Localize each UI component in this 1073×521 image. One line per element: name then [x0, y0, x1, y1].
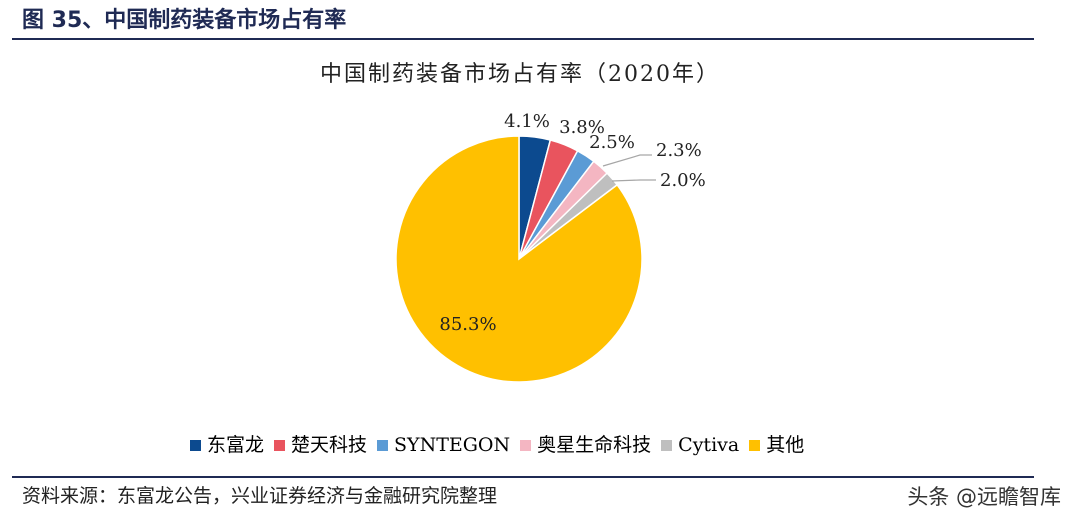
- legend-label-2: SYNTEGON: [394, 434, 511, 456]
- legend-label-3: 奥星生命科技: [537, 434, 652, 456]
- data-label-2: 2.5%: [589, 132, 635, 153]
- legend-label-0: 东富龙: [207, 434, 265, 456]
- chart-title: 中国制药装备市场占有率（2020年）: [320, 62, 720, 87]
- legend-item-5: 其他: [749, 430, 804, 460]
- data-label-4: 2.0%: [660, 170, 706, 191]
- legend-item-3: 奥星生命科技: [520, 430, 651, 460]
- legend-swatch-3: [520, 439, 532, 451]
- chart-legend: 东富龙 楚天科技 SYNTEGON 奥星生命科技 Cytiva 其他: [190, 430, 808, 460]
- legend-item-1: 楚天科技: [274, 430, 367, 460]
- legend-swatch-5: [749, 439, 761, 451]
- data-label-1: 3.8%: [559, 117, 605, 138]
- legend-swatch-2: [377, 439, 389, 451]
- leader-line-3: [602, 154, 652, 167]
- legend-swatch-4: [661, 439, 673, 451]
- watermark: 头条 @远瞻智库: [907, 485, 1061, 509]
- footer-divider: [12, 476, 1034, 478]
- legend-label-1: 楚天科技: [291, 434, 368, 456]
- legend-label-4: Cytiva: [678, 434, 740, 456]
- legend-swatch-0: [190, 439, 201, 451]
- data-label-3: 2.3%: [656, 140, 702, 161]
- legend-item-0: 东富龙: [190, 430, 264, 460]
- legend-swatch-1: [274, 439, 286, 451]
- legend-item-2: SYNTEGON: [377, 430, 510, 460]
- leader-line-4: [611, 179, 656, 182]
- data-label-5: 85.3%: [439, 314, 496, 335]
- legend-item-4: Cytiva: [661, 430, 739, 460]
- source-note: 资料来源：东富龙公告，兴业证券经济与金融研究院整理: [22, 485, 498, 507]
- header-divider: [12, 38, 1034, 40]
- pie-slice-5: [395, 135, 643, 383]
- data-label-0: 4.1%: [504, 111, 550, 132]
- legend-label-5: 其他: [766, 434, 805, 456]
- figure-title: 图 35、中国制药装备市场占有率: [22, 8, 347, 33]
